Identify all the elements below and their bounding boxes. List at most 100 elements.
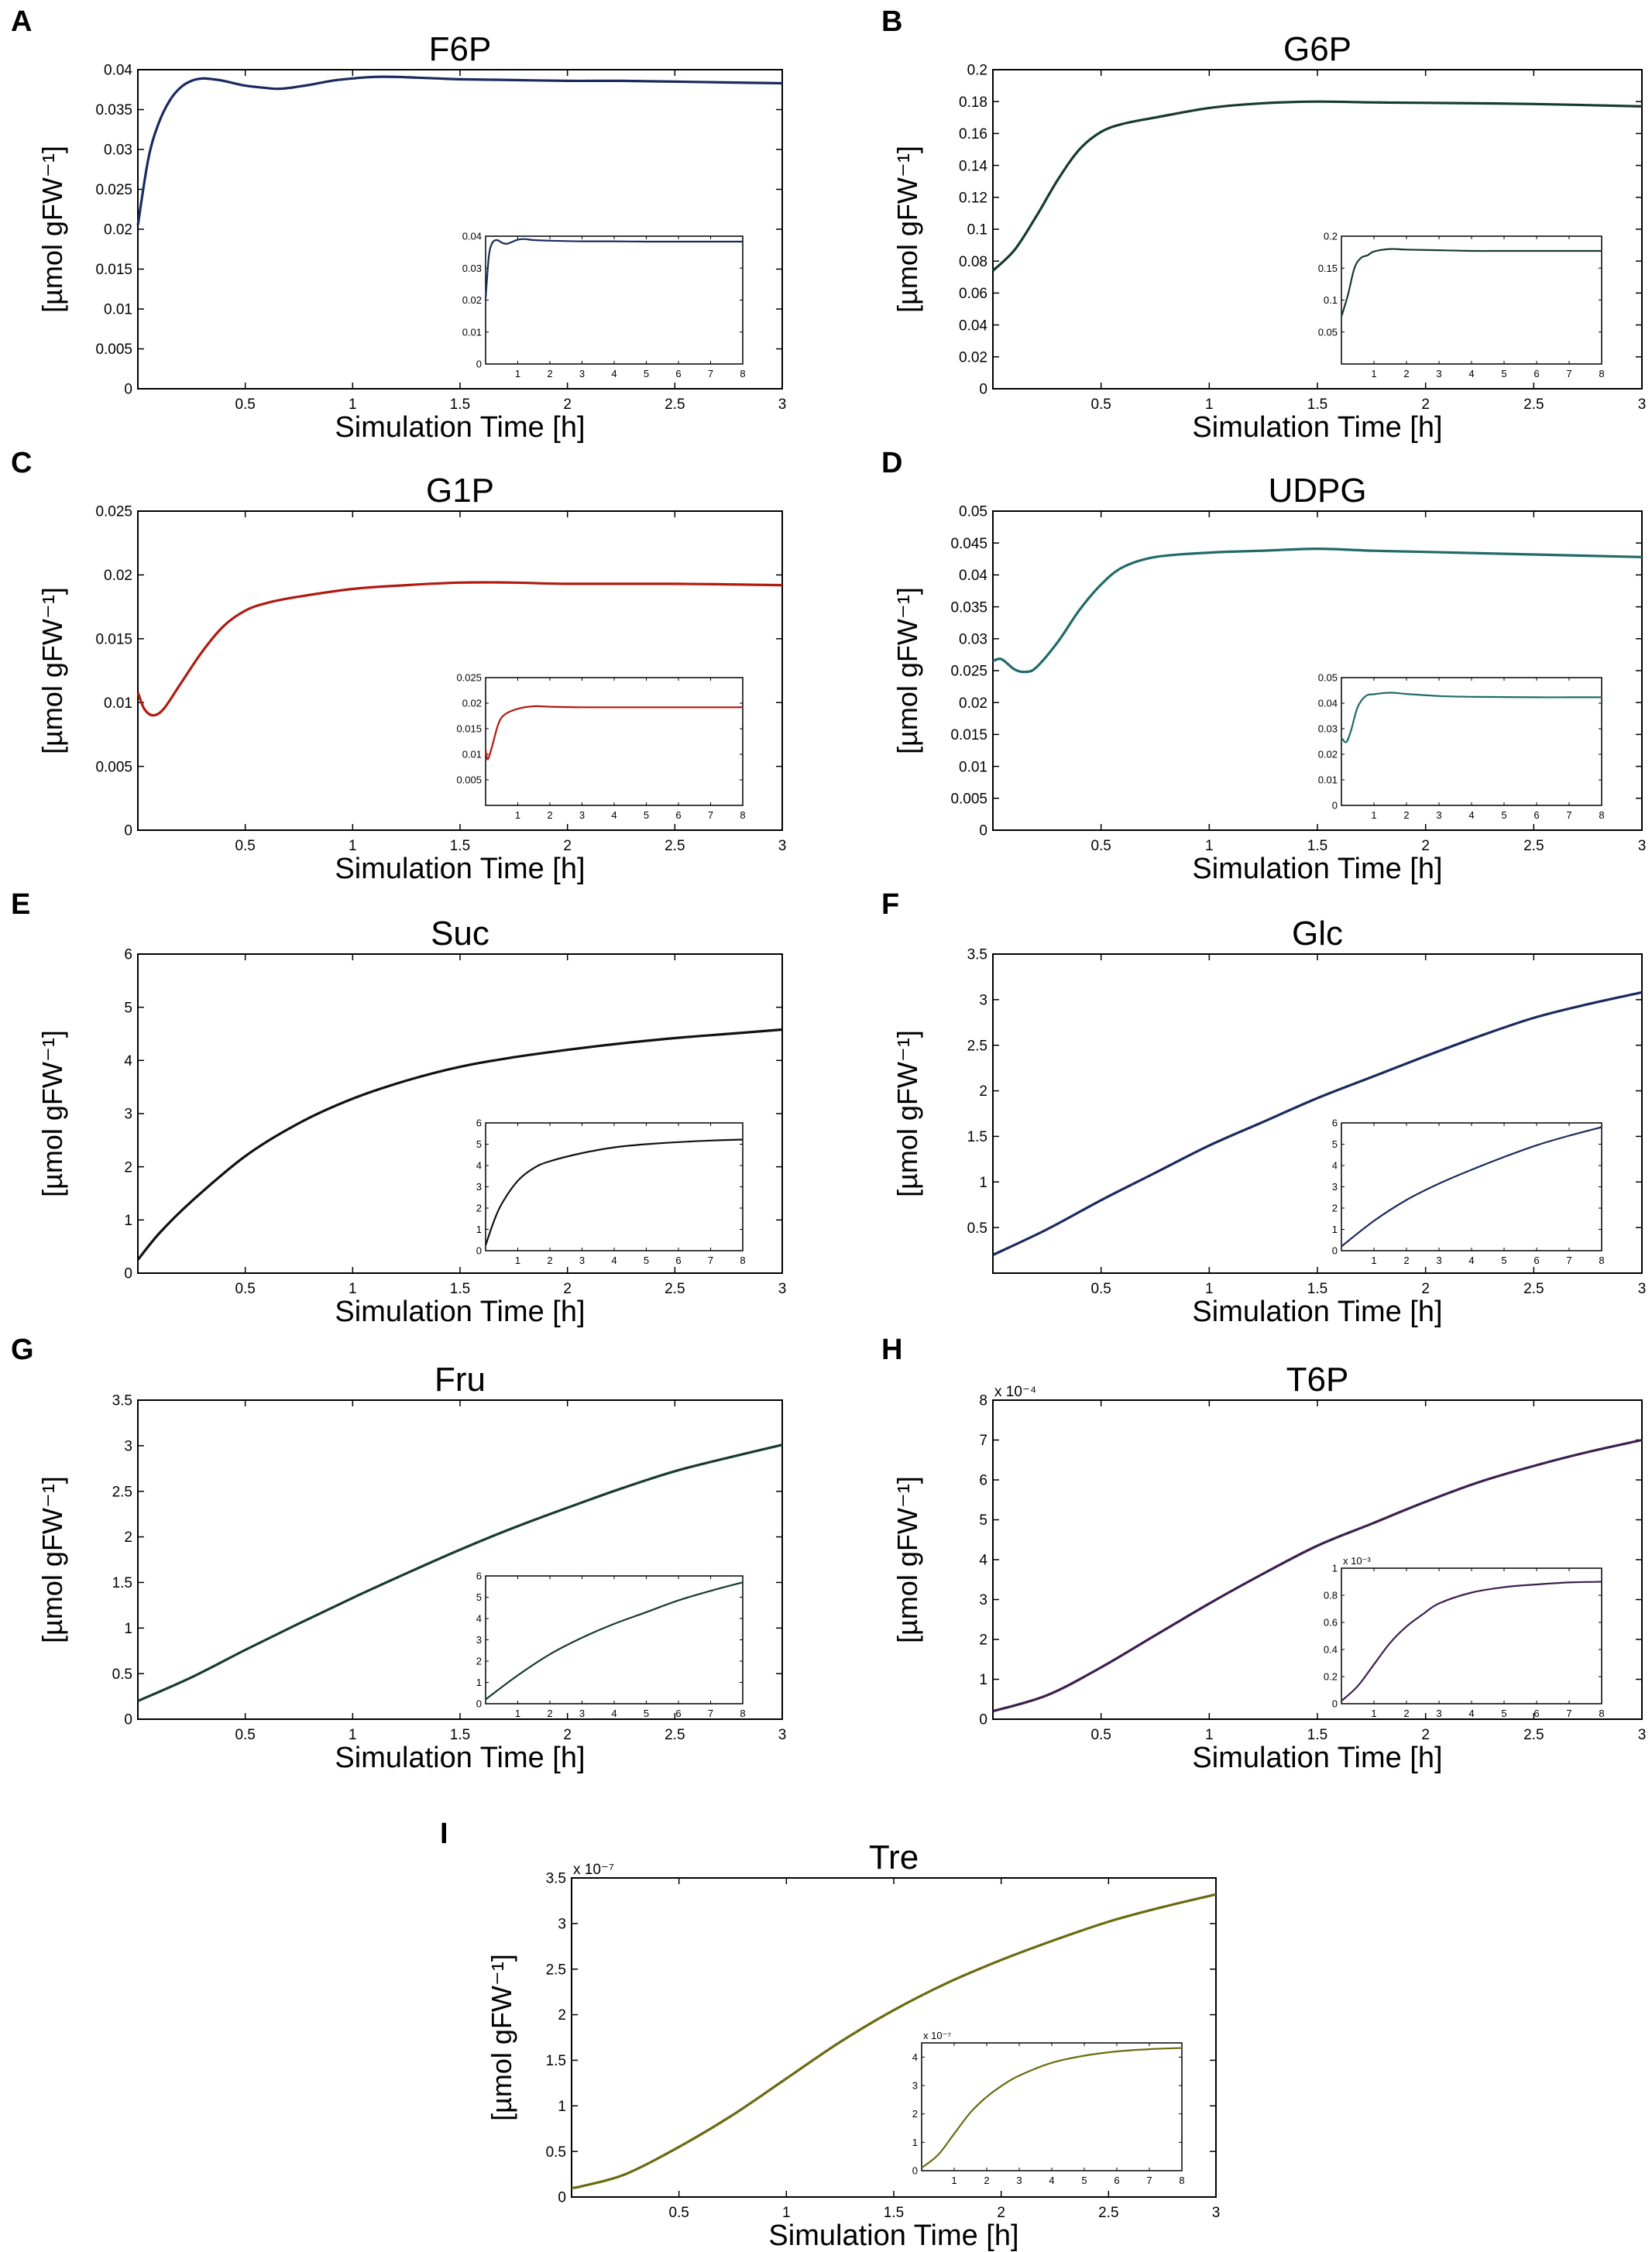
inset-ytick-label: 0.02 xyxy=(462,294,482,306)
inset-axes-frame xyxy=(1341,235,1602,365)
panel-e: E Suc 0.5 1 1.5 2 2.5 3 0 1 2 3 4 5 6 Simulation Time [… xyxy=(11,888,786,1328)
inset-xtick-label: 6 xyxy=(1534,1255,1539,1266)
main-ytick-label: 0.035 xyxy=(95,102,132,118)
main-ytick-label: 0.02 xyxy=(104,568,132,584)
inset-xtick-label: 5 xyxy=(1501,809,1506,821)
panel-letter: G xyxy=(11,1334,34,1366)
inset-xtick-label: 6 xyxy=(675,368,681,379)
inset-ytick-label: 2 xyxy=(476,1203,482,1214)
main-xtick-label: 3 xyxy=(778,397,787,413)
main-ytick-label: 0.045 xyxy=(950,536,987,552)
inset-ytick-label: 0.6 xyxy=(1324,1617,1338,1629)
y-axis-label: [µmol gFW⁻¹] xyxy=(891,146,923,313)
inset-ytick-label: 0.015 xyxy=(456,723,482,735)
inset-chart: 1 2 3 4 5 6 7 8 0 1 2 3 4 5 6 xyxy=(476,1571,746,1719)
inset-ytick-label: 0.04 xyxy=(1318,698,1338,709)
main-xtick-label: 1.5 xyxy=(450,838,470,854)
main-ytick-label: 0.08 xyxy=(959,254,987,270)
inset-xtick-label: 1 xyxy=(515,1255,520,1266)
inset-xtick-label: 2 xyxy=(547,368,552,379)
inset-xtick-label: 8 xyxy=(1599,368,1604,379)
inset-ytick-label: 3 xyxy=(912,2080,918,2092)
main-ytick-label: 0.5 xyxy=(112,1667,132,1683)
inset-xtick-label: 8 xyxy=(1599,809,1604,821)
inset-xtick-label: 7 xyxy=(1146,2175,1152,2186)
x-axis-label: Simulation Time [h] xyxy=(1192,411,1442,444)
inset-chart: 1 2 3 4 5 6 7 8 0.005 0.01 0.015 0.02 0.025 xyxy=(456,672,745,821)
main-xtick-label: 2.5 xyxy=(1523,838,1544,854)
inset-xtick-label: 3 xyxy=(1436,809,1441,821)
main-ytick-label: 0.015 xyxy=(95,262,132,278)
y-axis-label: [µmol gFW⁻¹] xyxy=(891,1476,923,1643)
inset-xtick-label: 7 xyxy=(708,1708,713,1719)
chart-title: UDPG xyxy=(1268,472,1366,510)
inset-ytick-label: 0.8 xyxy=(1324,1590,1338,1601)
main-ytick-label: 5 xyxy=(979,1512,987,1529)
main-series-line xyxy=(992,1438,1643,1713)
inset-xtick-label: 2 xyxy=(1403,809,1409,821)
inset-ytick-label: 2 xyxy=(476,1656,482,1667)
chart-title: Suc xyxy=(431,915,489,953)
main-ytick-label: 0.5 xyxy=(967,1220,987,1237)
inset-xtick-label: 8 xyxy=(1599,1255,1604,1266)
inset-xtick-label: 2 xyxy=(547,809,552,821)
main-xtick-label: 1 xyxy=(782,2205,791,2221)
inset-xtick-label: 1 xyxy=(515,1708,520,1719)
inset-ytick-label: 3 xyxy=(476,1634,482,1646)
main-xtick-label: 0.5 xyxy=(1090,838,1111,854)
main-ytick-label: 0.01 xyxy=(959,759,987,775)
main-ytick-label: 0.05 xyxy=(959,504,987,520)
main-ytick-label: 5 xyxy=(124,1000,132,1016)
inset-xtick-label: 5 xyxy=(1501,368,1506,379)
panel-g: G Fru 0.5 1 1.5 2 2.5 3 0 0.5 1 1.5 2 2.5 3 3.5 Simulati… xyxy=(11,1334,786,1774)
main-xtick-label: 2 xyxy=(1421,1281,1430,1297)
main-xtick-label: 3 xyxy=(778,1281,787,1297)
main-ytick-label: 0.04 xyxy=(104,63,132,79)
inset-ytick-label: 2 xyxy=(912,2108,918,2120)
main-ytick-label: 2 xyxy=(979,1632,987,1649)
main-ytick-label: 0 xyxy=(558,2190,566,2206)
main-ytick-label: 0.1 xyxy=(967,222,987,239)
main-ytick-label: 3 xyxy=(979,1592,987,1608)
main-ytick-label: 4 xyxy=(979,1553,987,1569)
inset-exponent-label: x 10⁻⁷ xyxy=(923,2030,951,2041)
main-xtick-label: 1 xyxy=(349,397,357,413)
panel-letter: F xyxy=(881,888,899,921)
inset-xtick-label: 4 xyxy=(611,1708,616,1719)
inset-ytick-label: 4 xyxy=(912,2051,918,2063)
inset-chart: 1 2 3 4 5 6 7 8 0 1 2 3 4 x 10⁻⁷ xyxy=(912,2030,1185,2186)
inset-ytick-label: 4 xyxy=(476,1160,482,1172)
inset-ytick-label: 4 xyxy=(1332,1160,1338,1172)
main-ytick-label: 0 xyxy=(979,823,987,839)
inset-xtick-label: 2 xyxy=(1403,1255,1409,1266)
inset-axes-frame xyxy=(485,235,744,365)
main-xtick-label: 1.5 xyxy=(884,2205,904,2221)
inset-ytick-label: 2 xyxy=(1332,1203,1338,1214)
inset-ytick-label: 1 xyxy=(1332,1563,1338,1574)
main-ytick-label: 0.005 xyxy=(950,791,987,807)
inset-xtick-label: 8 xyxy=(1179,2175,1184,2186)
inset-ytick-label: 0.1 xyxy=(1324,294,1338,306)
main-ytick-label: 2 xyxy=(558,2007,566,2024)
main-ytick-label: 4 xyxy=(124,1053,132,1069)
inset-xtick-label: 6 xyxy=(1114,2175,1119,2186)
panel-letter: I xyxy=(440,1818,448,1850)
main-ytick-label: 0.14 xyxy=(959,158,987,174)
main-xtick-label: 0.5 xyxy=(1090,1727,1111,1743)
main-series-line xyxy=(137,1444,783,1702)
inset-series-line xyxy=(484,1138,744,1246)
main-ytick-label: 0.02 xyxy=(104,222,132,239)
main-ytick-label: 0 xyxy=(979,1712,987,1728)
main-xtick-label: 2.5 xyxy=(665,1281,685,1297)
main-xtick-label: 1.5 xyxy=(450,397,470,413)
panel-letter: C xyxy=(11,447,32,479)
inset-ytick-label: 0.02 xyxy=(462,698,482,709)
main-xtick-label: 3 xyxy=(1638,397,1647,413)
inset-ytick-label: 0 xyxy=(1332,1245,1338,1257)
main-ytick-label: 1.5 xyxy=(967,1129,987,1145)
x-axis-label: Simulation Time [h] xyxy=(335,853,585,885)
inset-xtick-label: 7 xyxy=(1566,1255,1571,1266)
inset-chart: 1 2 3 4 5 6 7 8 0 1 2 3 4 5 6 xyxy=(476,1117,746,1266)
